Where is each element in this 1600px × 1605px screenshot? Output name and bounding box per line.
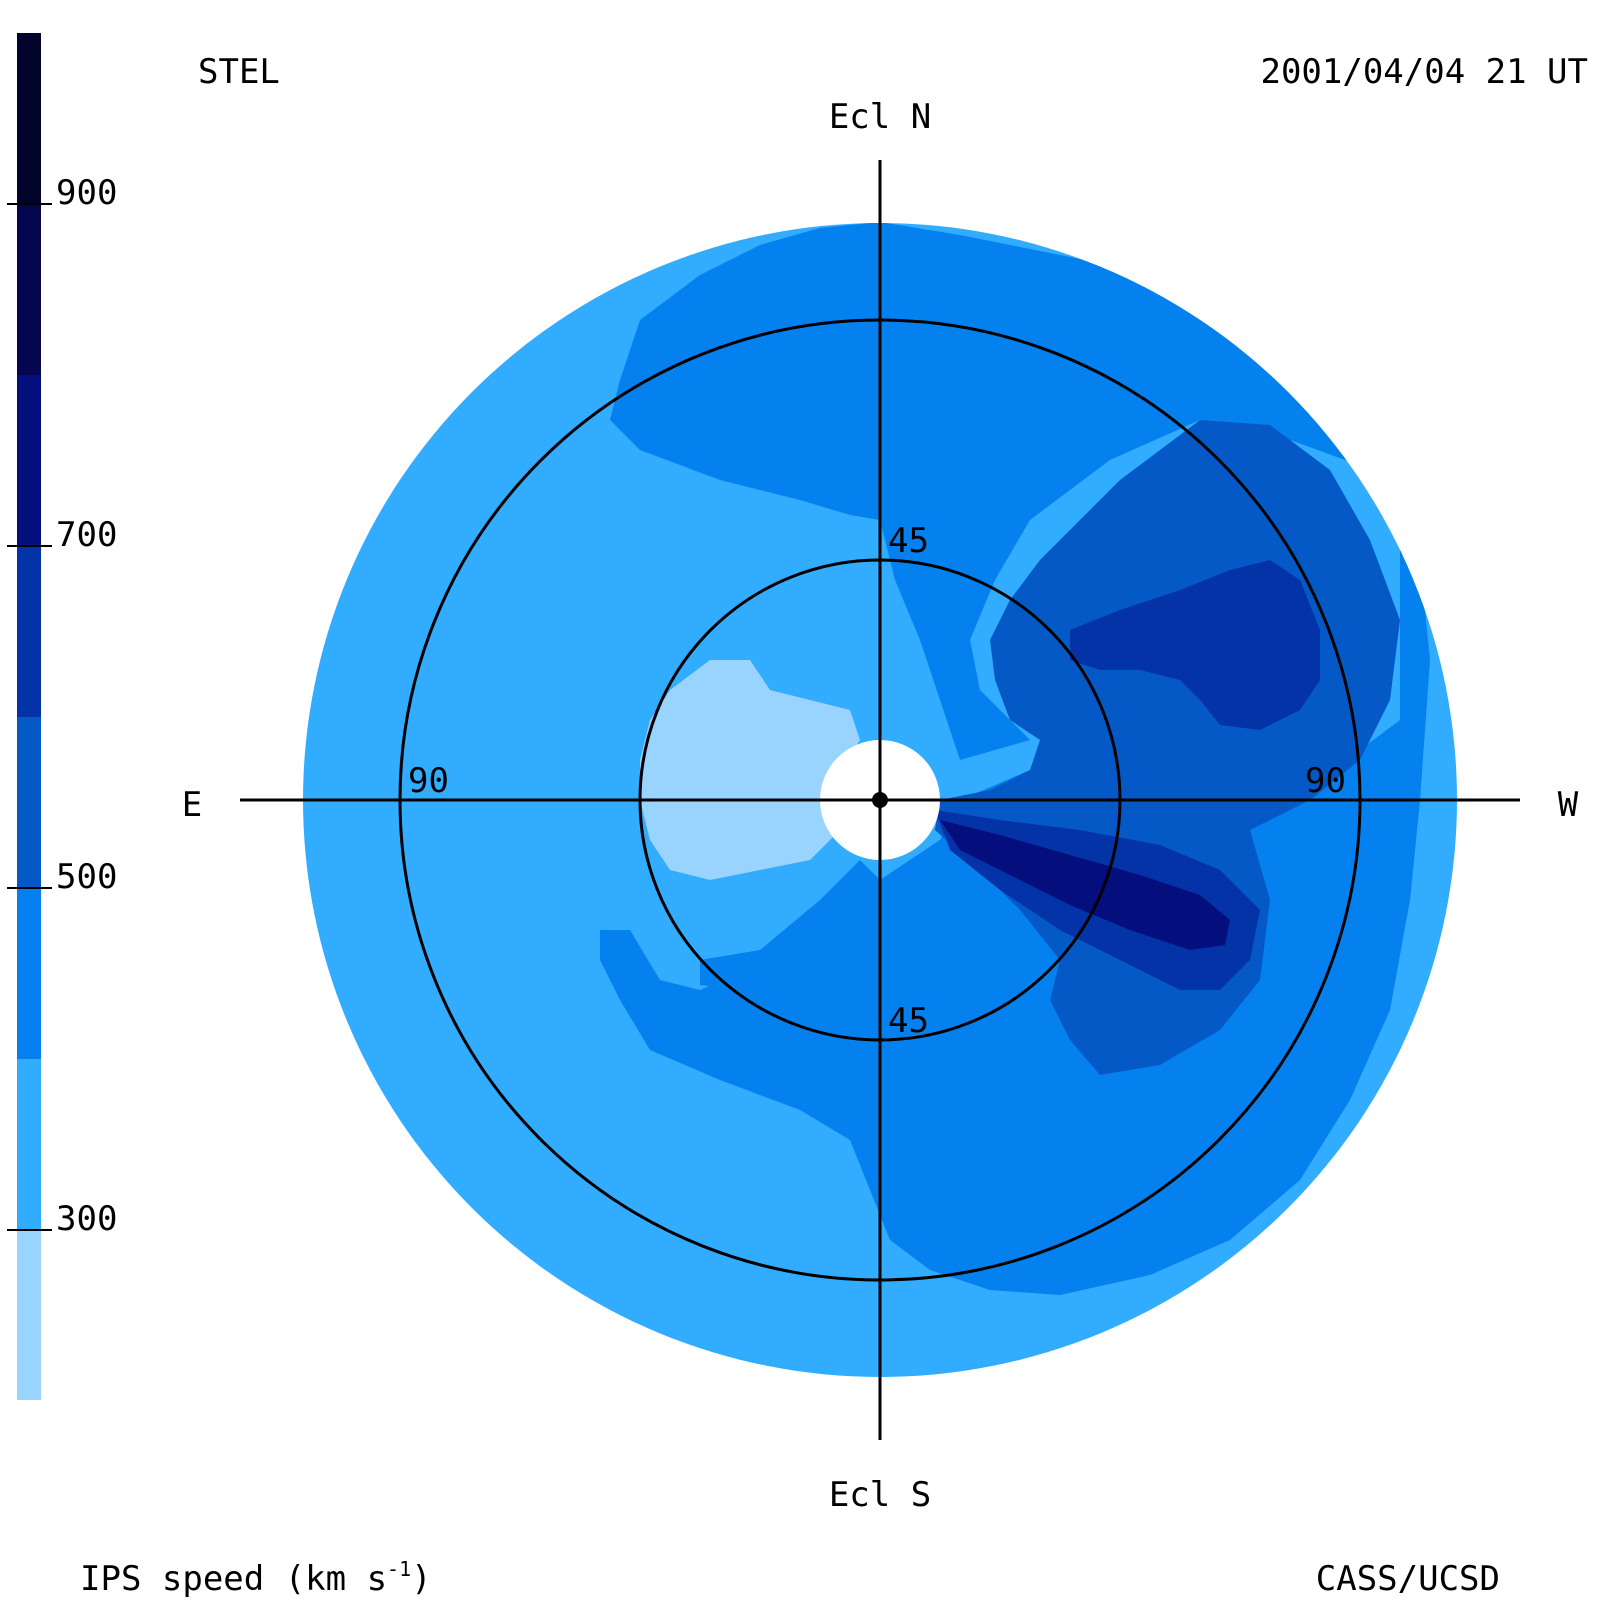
speed-region-200 [640,660,860,880]
colorbar: 900 700 500 300 [7,33,117,1400]
colorbar-band-300-400 [17,1059,41,1230]
colorbar-band-600-700 [17,546,41,717]
colorbar-band-200-300 [17,1230,41,1400]
direction-label-north: Ecl N [829,97,931,137]
sky-map: 45 45 90 90 Ecl N Ecl S E W [182,97,1579,1515]
colorbar-title-main: IPS speed (km s [80,1559,387,1599]
colorbar-label-900: 900 [56,173,117,213]
colorbar-label-300: 300 [56,1199,117,1239]
direction-label-west: W [1558,785,1579,825]
colorbar-title: IPS speed (km s-1) [80,1557,432,1599]
colorbar-band-700-800 [17,375,41,546]
colorbar-label-500: 500 [56,857,117,897]
elongation-label-45-bottom: 45 [888,1001,929,1041]
elongation-label-45-top: 45 [888,521,929,561]
elongation-label-90-east: 90 [408,761,449,801]
source-label: STEL [198,52,280,92]
colorbar-band-400-500 [17,888,41,1059]
speed-region-north-400 [610,223,1400,760]
colorbar-band-500-600 [17,717,41,888]
speed-region-southeast-400 [700,860,880,990]
speed-region-700 [940,820,1230,950]
direction-label-east: E [182,785,202,825]
elongation-label-90-west: 90 [1305,761,1346,801]
speed-region-600-north [1070,560,1320,730]
colorbar-label-700: 700 [56,515,117,555]
colorbar-band-900-1000 [17,33,41,204]
colorbar-title-end: ) [411,1559,431,1599]
timestamp: 2001/04/04 21 UT [1260,52,1588,92]
colorbar-band-800-900 [17,204,41,375]
colorbar-title-superscript: -1 [387,1557,411,1581]
credit-label: CASS/UCSD [1316,1559,1500,1599]
direction-label-south: Ecl S [829,1475,931,1515]
